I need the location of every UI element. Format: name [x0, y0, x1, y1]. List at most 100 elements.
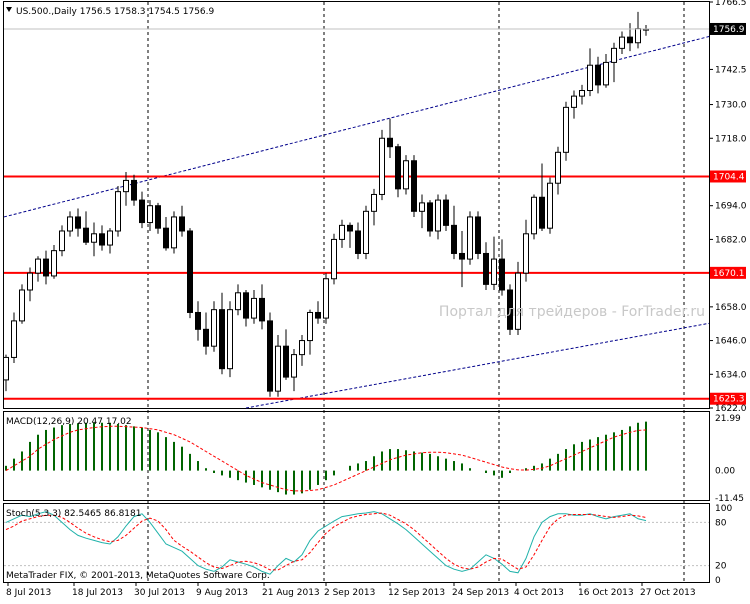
candle-bull: [115, 191, 121, 232]
candle-bear: [219, 309, 225, 370]
candle-bear: [179, 216, 185, 232]
stoch-header: Stoch(5,3,3) 82.5465 86.8181: [6, 509, 141, 519]
stoch-axis-label: 100: [715, 504, 732, 514]
candle-bull: [331, 238, 337, 280]
time-tick-label: 4 Oct 2013: [514, 588, 564, 598]
candle-bull: [491, 258, 497, 285]
price-pane[interactable]: [3, 1, 710, 409]
candle-bear: [355, 230, 361, 254]
candle-bull: [371, 193, 377, 212]
candle-bull: [611, 47, 617, 63]
candle-bear: [155, 205, 161, 229]
candle-bull: [235, 292, 241, 311]
candle-bull: [123, 179, 129, 193]
time-tick-label: 18 Jul 2013: [72, 588, 123, 598]
candle-bear: [427, 202, 433, 232]
current-price-bg: [710, 22, 746, 35]
candle-bear: [203, 328, 209, 347]
macd-signal-line: [5, 425, 647, 492]
stoch-axis-label: 0: [715, 576, 721, 586]
candle-bull: [619, 36, 625, 49]
stoch-signal-line: [5, 512, 647, 571]
candle-bear: [83, 227, 89, 243]
candle-bull: [523, 233, 529, 274]
candle-bear: [259, 297, 265, 322]
candle-bear: [75, 216, 81, 229]
horizontal-levels[interactable]: 1704.4 1670.1 1625.3: [4, 170, 746, 405]
candle-bear: [451, 224, 457, 254]
candle-bull: [363, 210, 369, 254]
level-label-bg: [710, 170, 746, 183]
time-tick-label: 27 Oct 2013: [640, 588, 696, 598]
candle-bear: [243, 292, 249, 319]
candle-bull: [211, 309, 217, 347]
candle-bear: [387, 137, 393, 148]
time-tick-label: 12 Sep 2013: [388, 588, 445, 598]
stochastic-indicator: 100 80 20 0: [4, 504, 732, 586]
candle-bull: [59, 230, 65, 252]
time-axis: 8 Jul 2013 18 Jul 2013 30 Jul 2013 9 Aug 20…: [6, 582, 696, 598]
channel-lower-line: [245, 322, 710, 409]
candle-bear: [411, 160, 417, 212]
candle-bull: [635, 28, 641, 44]
macd-pane[interactable]: [3, 411, 710, 501]
candle-bull: [227, 309, 233, 370]
price-tick-label: 1730.0: [715, 101, 747, 111]
current-price-label: 1756.9: [713, 25, 745, 35]
candle-bear: [347, 224, 353, 232]
candles: 1756.9: [3, 11, 746, 397]
candle-bear: [595, 64, 601, 86]
chart-collapse-icon[interactable]: [6, 7, 12, 12]
price-axis: 1766.5 1742.5 1730.0 1718.0 1694.0 1682.0 1658…: [709, 0, 747, 414]
macd-axis-label: -11.45: [715, 494, 744, 504]
candle-bull: [419, 202, 425, 212]
candle-bull: [27, 272, 33, 291]
candle-bull: [563, 106, 569, 153]
candle-bull: [307, 311, 313, 342]
candle-bull: [19, 289, 25, 322]
candle-bull: [275, 345, 281, 392]
candle-bull: [171, 216, 177, 249]
candle-bear: [443, 199, 449, 226]
stoch-axis-label: 20: [715, 562, 727, 572]
candle-bear: [163, 227, 169, 249]
candle-bear: [395, 146, 401, 190]
candle-bear: [475, 216, 481, 254]
candle-bull: [547, 182, 553, 229]
candle-bull: [467, 216, 473, 260]
candle-bull: [291, 354, 297, 378]
time-tick-label: 30 Jul 2013: [134, 588, 185, 598]
level-label-bg: [710, 392, 746, 405]
price-tick-label: 1658.0: [715, 303, 747, 313]
candle-bull: [107, 230, 113, 246]
candle-bull: [571, 95, 577, 108]
stoch-pane[interactable]: [3, 503, 710, 583]
candle-bull: [403, 160, 409, 190]
candle-bear: [99, 233, 105, 246]
candle-bull: [251, 297, 257, 319]
price-tick-label: 1694.0: [715, 202, 747, 212]
candle-bull: [515, 272, 521, 330]
macd-indicator: 21.99 0.00 -11.45: [5, 414, 744, 504]
candle-bull: [91, 233, 97, 243]
candle-bear: [315, 311, 321, 319]
candle-bear: [483, 252, 489, 285]
candle-bull: [603, 61, 609, 86]
stoch-axis-label: 80: [715, 518, 727, 528]
level-label: 1625.3: [713, 395, 745, 405]
candle-bear: [283, 345, 289, 378]
price-tick-label: 1622.0: [715, 404, 747, 414]
candle-bull: [67, 216, 73, 232]
time-tick-label: 8 Jul 2013: [6, 588, 51, 598]
candle-bull: [555, 151, 561, 184]
price-tick-label: 1718.0: [715, 134, 747, 144]
candle-bull: [587, 64, 593, 92]
candle-bull: [3, 356, 9, 381]
chart-header: US.500.,Daily 1756.5 1758.3 1754.5 1756.…: [16, 7, 215, 17]
candle-bull: [339, 224, 345, 240]
candle-bull: [299, 340, 305, 356]
time-tick-label: 9 Aug 2013: [196, 588, 248, 598]
time-tick-label: 16 Oct 2013: [578, 588, 634, 598]
